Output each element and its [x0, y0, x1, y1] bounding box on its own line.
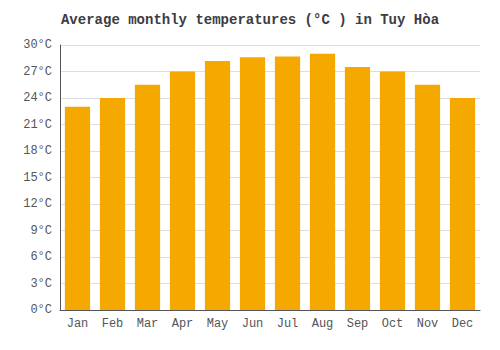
svg-text:Apr: Apr	[172, 317, 194, 331]
svg-text:Nov: Nov	[417, 317, 439, 331]
svg-text:0°C: 0°C	[30, 303, 52, 317]
svg-text:24°C: 24°C	[23, 91, 52, 105]
svg-text:18°C: 18°C	[23, 144, 52, 158]
svg-text:Aug: Aug	[312, 317, 334, 331]
svg-text:27°C: 27°C	[23, 65, 52, 79]
svg-text:Sep: Sep	[347, 317, 369, 331]
svg-text:21°C: 21°C	[23, 118, 52, 132]
svg-text:30°C: 30°C	[23, 38, 52, 52]
svg-text:Feb: Feb	[102, 317, 124, 331]
svg-text:Mar: Mar	[137, 317, 159, 331]
svg-text:9°C: 9°C	[30, 224, 52, 238]
svg-text:6°C: 6°C	[30, 250, 52, 264]
svg-text:Jul: Jul	[277, 317, 299, 331]
svg-text:12°C: 12°C	[23, 197, 52, 211]
svg-text:Jan: Jan	[67, 317, 89, 331]
svg-text:Average monthly temperatures (: Average monthly temperatures (°C ) in Tu…	[61, 12, 440, 28]
svg-text:May: May	[207, 317, 229, 331]
svg-text:Dec: Dec	[452, 317, 474, 331]
svg-text:3°C: 3°C	[30, 277, 52, 291]
svg-text:Oct: Oct	[382, 317, 404, 331]
svg-text:15°C: 15°C	[23, 171, 52, 185]
svg-text:Jun: Jun	[242, 317, 264, 331]
